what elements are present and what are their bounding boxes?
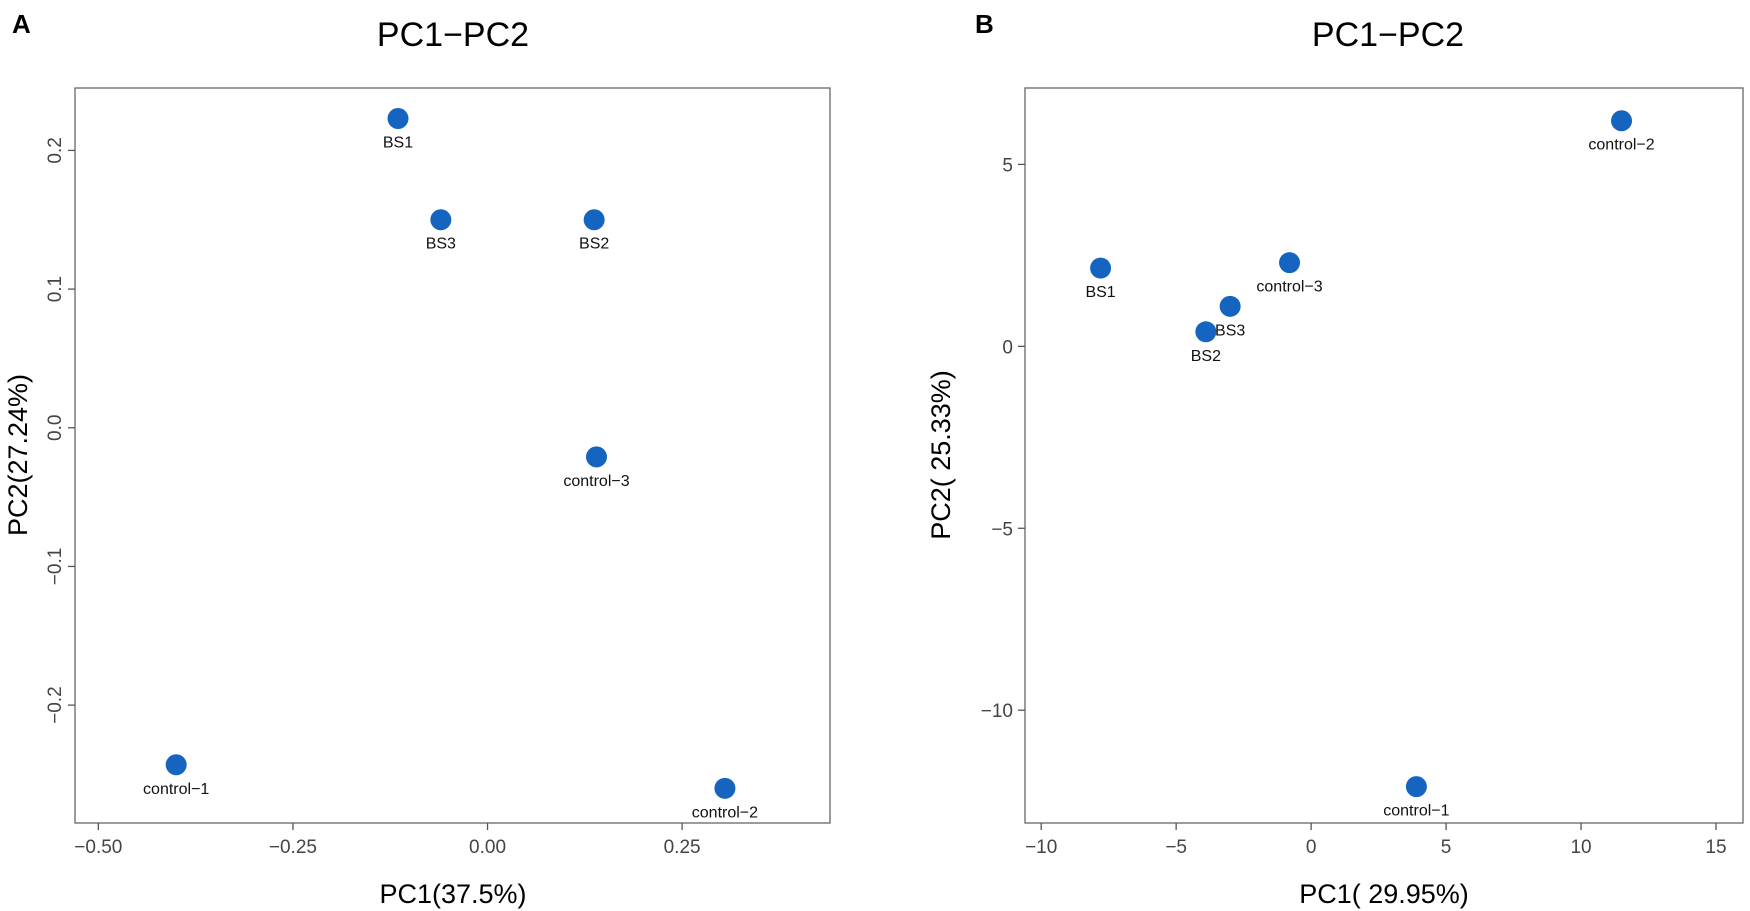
y-axis-title: PC2( 25.33%) — [926, 370, 956, 540]
data-point — [1405, 776, 1427, 798]
data-point — [430, 209, 452, 231]
data-point — [714, 777, 736, 799]
data-point — [1279, 252, 1301, 274]
data-point — [1090, 257, 1112, 279]
point-label: control−3 — [563, 473, 629, 490]
x-tick-label: 0 — [1306, 837, 1317, 858]
point-label: control−1 — [143, 781, 209, 798]
data-point — [1219, 295, 1241, 317]
point-label: BS2 — [579, 236, 609, 253]
plot-frame — [1024, 87, 1744, 824]
panel-b: B PC1−PC2 −10 −5 0 5 10 15 −10 −5 0 5 control−2 BS… — [926, 9, 1744, 909]
y-tick-label: −0.2 — [45, 686, 66, 724]
y-axis-title: PC2(27.24%) — [3, 374, 33, 536]
x-axis-title: PC1( 29.95%) — [1299, 879, 1469, 909]
point-label: control−2 — [1588, 137, 1654, 154]
x-tick-label: 5 — [1441, 837, 1452, 858]
y-tick-label: −10 — [981, 701, 1013, 722]
point-label: control−1 — [1383, 803, 1449, 820]
data-point — [1611, 110, 1633, 132]
x-tick-label: 10 — [1570, 837, 1591, 858]
data-point — [583, 209, 605, 231]
y-tick-label: −5 — [991, 519, 1013, 540]
data-point — [165, 754, 187, 776]
chart-title: PC1−PC2 — [377, 16, 529, 54]
axis-ticks: −0.50 −0.25 0.00 0.25 −0.2 −0.1 0.0 0.1 0.2 — [45, 137, 701, 858]
point-label: BS1 — [383, 135, 413, 152]
plot-frame — [74, 87, 831, 824]
point-label: BS2 — [1191, 348, 1221, 365]
axis-ticks: −10 −5 0 5 10 15 −10 −5 0 5 — [981, 155, 1727, 858]
x-tick-label: 0.25 — [664, 837, 701, 858]
panel-label: A — [12, 9, 31, 39]
y-tick-label: 0 — [1002, 337, 1013, 358]
panel-label: B — [975, 9, 994, 39]
x-axis-title: PC1(37.5%) — [379, 879, 526, 909]
y-tick-label: −0.1 — [45, 548, 66, 586]
panel-a: A PC1−PC2 −0.50 −0.25 0.00 0.25 −0.2 −0.1 0.0 0… — [3, 9, 831, 909]
point-label: control−2 — [692, 804, 758, 821]
data-marks: BS1 BS3 BS2 control−3 control−1 control−2 — [143, 108, 758, 821]
x-tick-label: −10 — [1025, 837, 1057, 858]
point-label: BS1 — [1085, 284, 1115, 301]
y-tick-label: 0.0 — [45, 415, 66, 441]
y-tick-label: 0.1 — [45, 276, 66, 302]
point-label: BS3 — [1215, 322, 1245, 339]
x-tick-label: −0.50 — [74, 837, 122, 858]
data-point — [387, 108, 409, 130]
data-point — [585, 446, 607, 468]
x-tick-label: 0.00 — [469, 837, 506, 858]
x-tick-label: −0.25 — [269, 837, 317, 858]
x-tick-label: 15 — [1705, 837, 1726, 858]
data-point — [1195, 321, 1217, 343]
data-marks: control−2 BS1 control−3 BS3 BS2 control−1 — [1085, 110, 1655, 820]
y-tick-label: 5 — [1002, 155, 1013, 176]
point-label: control−3 — [1256, 279, 1322, 296]
point-label: BS3 — [426, 236, 456, 253]
x-tick-label: −5 — [1165, 837, 1187, 858]
y-tick-label: 0.2 — [45, 137, 66, 163]
chart-title: PC1−PC2 — [1312, 16, 1464, 54]
